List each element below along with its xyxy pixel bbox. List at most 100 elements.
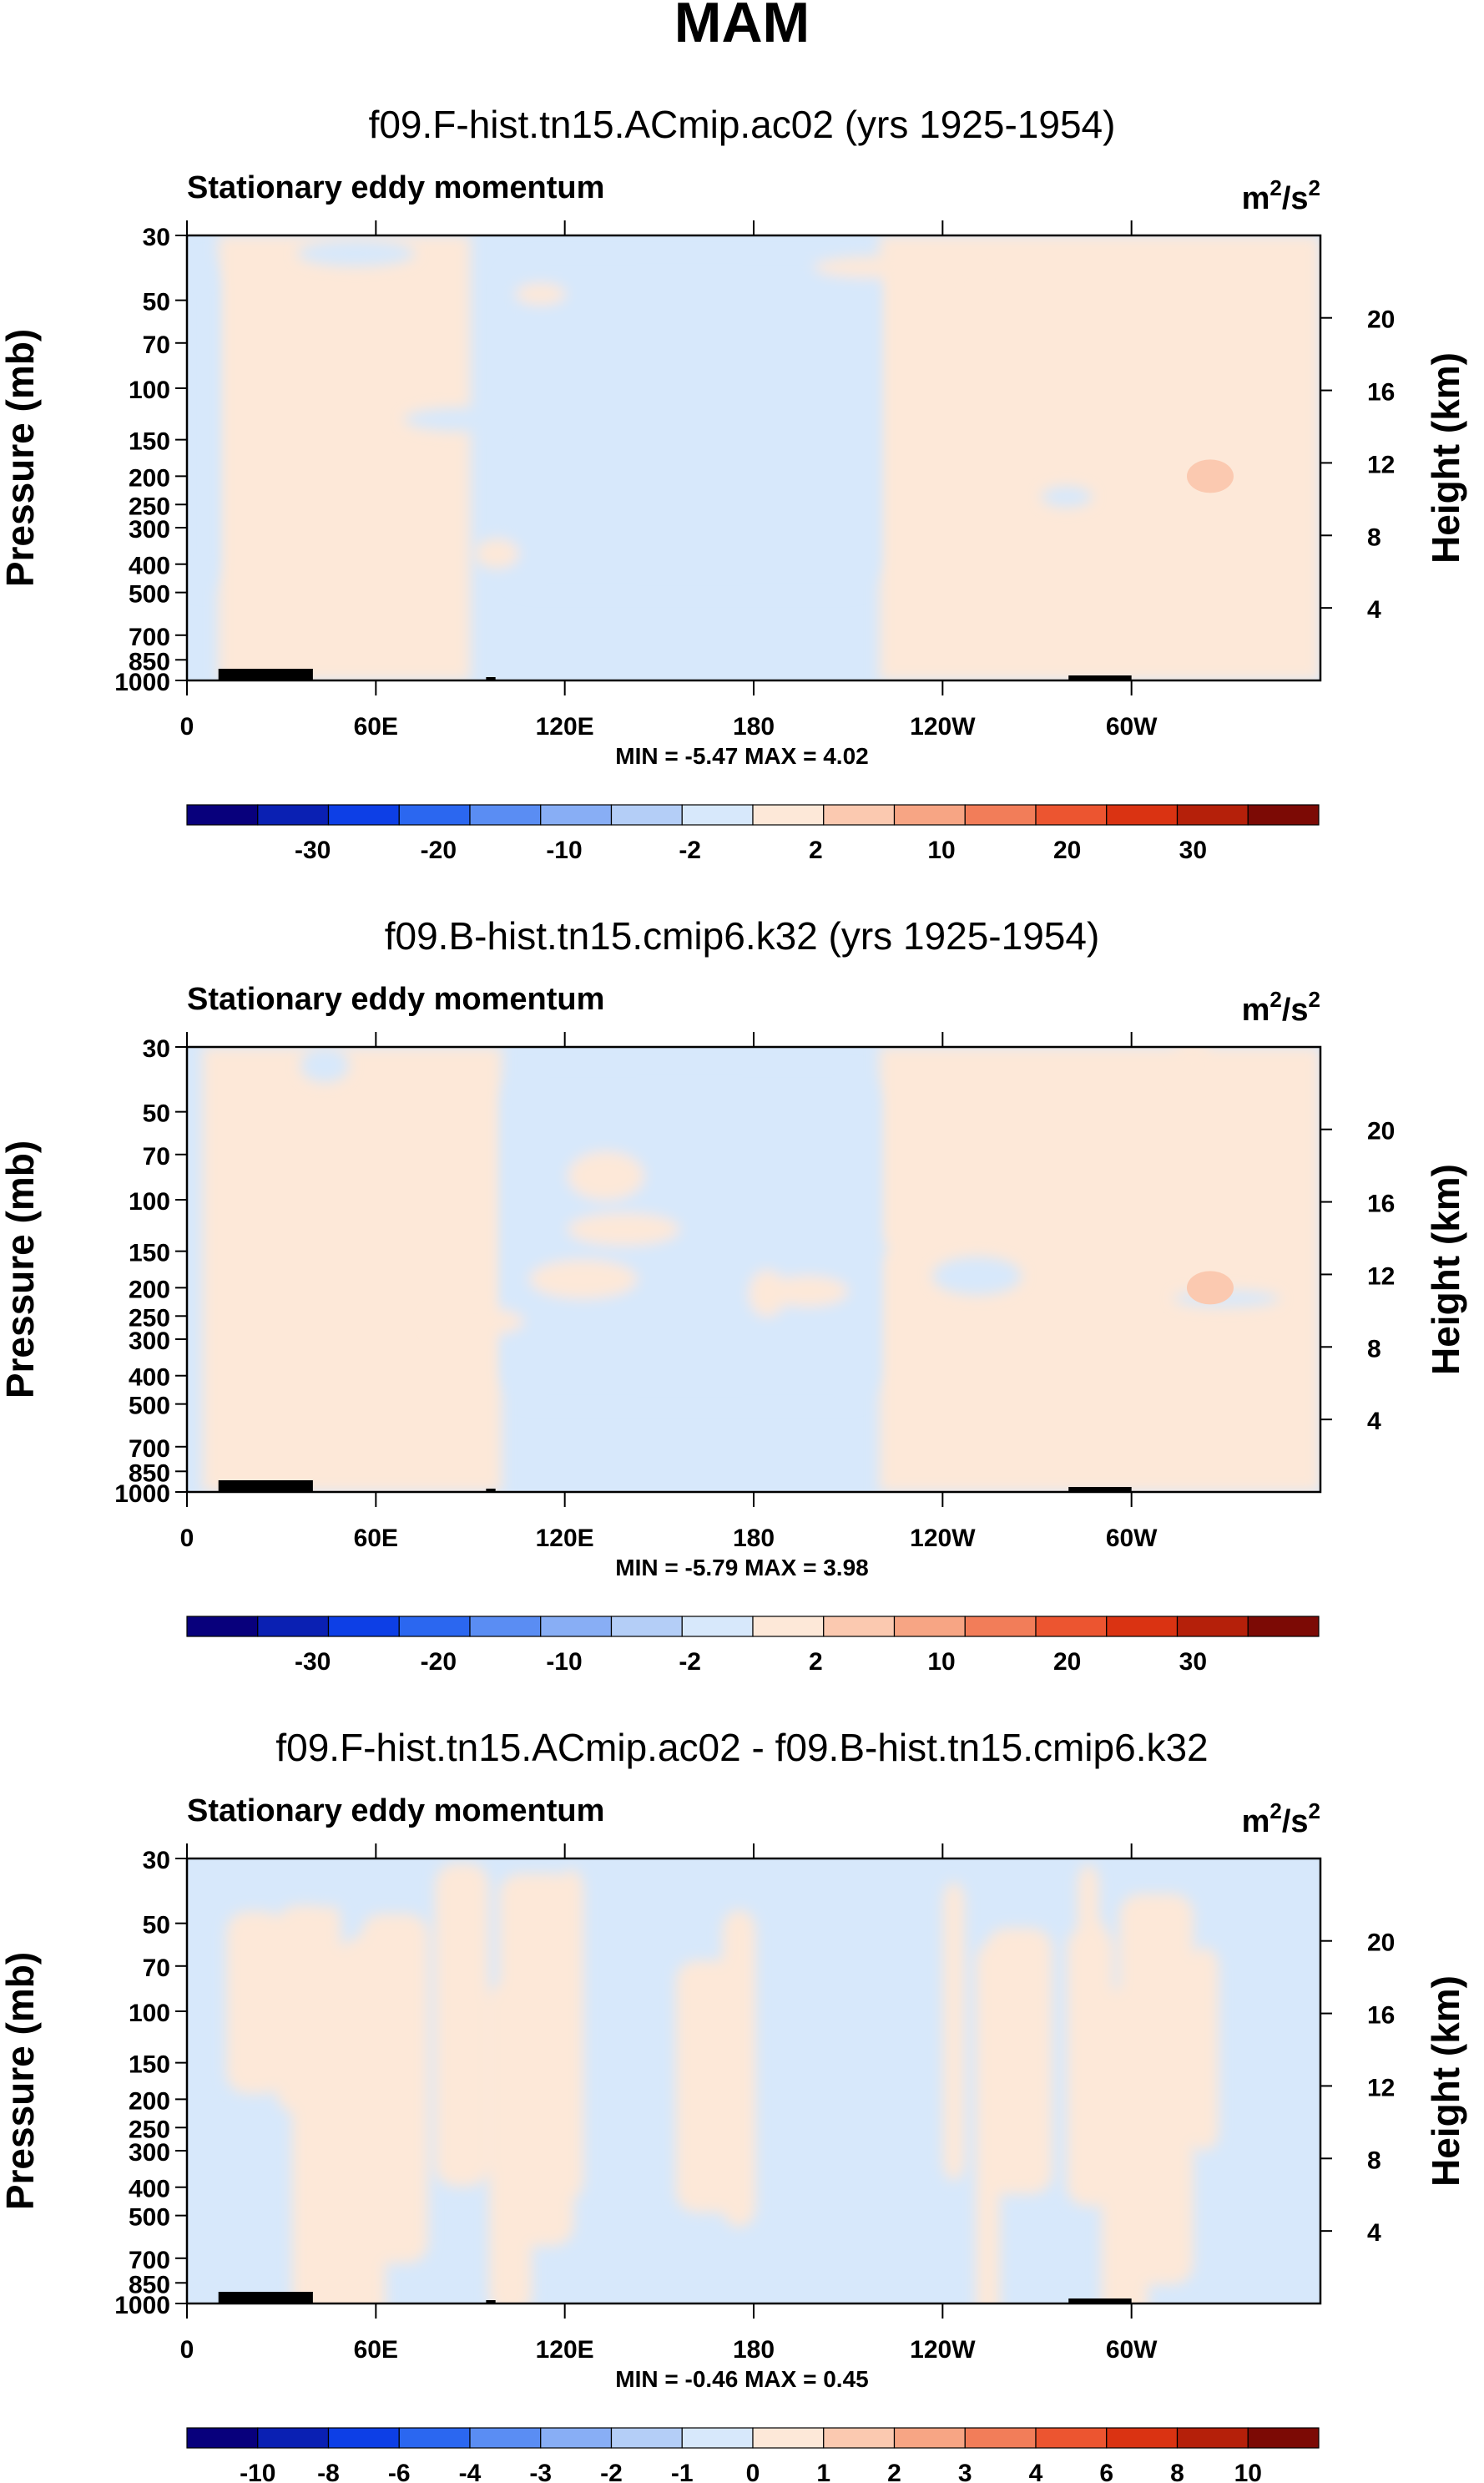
colorbar-swatch xyxy=(1106,1616,1179,1637)
terrain-block xyxy=(218,1480,313,1492)
pressure-tick-label: 400 xyxy=(129,553,170,580)
height-tick-label: 16 xyxy=(1367,2002,1395,2030)
positive-band xyxy=(1190,1947,1219,2152)
colorbar-label: -2 xyxy=(600,2460,623,2483)
lon-tick-label: 180 xyxy=(733,713,775,741)
height-tick-label: 16 xyxy=(1367,1191,1395,1218)
colorbar-swatch xyxy=(681,1616,754,1637)
colorbar-swatch xyxy=(1176,804,1249,826)
colorbar-label: 8 xyxy=(1170,2460,1184,2483)
terrain-block xyxy=(218,2292,313,2303)
field-patch xyxy=(768,1276,849,1307)
pressure-tick-label: 700 xyxy=(129,1435,170,1463)
positive-band xyxy=(1119,1894,1194,2285)
pressure-axis-label: Pressure (mb) xyxy=(0,329,42,587)
pressure-tick-label: 30 xyxy=(143,224,170,251)
field-patch xyxy=(300,1047,350,1083)
positive-region xyxy=(202,1047,502,1492)
colorbar-label: -2 xyxy=(679,1648,701,1676)
pressure-tick-label: 500 xyxy=(129,581,170,609)
lon-tick-label: 120W xyxy=(910,1525,976,1552)
lon-tick-label: 0 xyxy=(180,1525,194,1552)
colorbar-swatch xyxy=(257,2427,330,2449)
colorbar-swatch xyxy=(398,804,471,826)
lon-tick-label: 60E xyxy=(354,713,398,741)
pressure-tick-label: 850 xyxy=(129,648,170,675)
positive-band xyxy=(226,1911,284,2094)
positive-band xyxy=(1067,1926,1113,2207)
pressure-tick-label: 50 xyxy=(143,289,170,316)
colorbar-swatch xyxy=(610,804,683,826)
colorbar-swatch xyxy=(398,2427,471,2449)
positive-band xyxy=(341,1936,386,2303)
lon-tick-label: 120E xyxy=(536,713,594,741)
units-label: m2/s2 xyxy=(1242,1798,1320,1839)
pressure-tick-label: 70 xyxy=(143,331,170,359)
colorbar-swatch xyxy=(327,2427,400,2449)
height-tick-label: 12 xyxy=(1367,2074,1395,2101)
field xyxy=(187,1858,1320,2303)
terrain-block xyxy=(218,669,313,680)
field-patch xyxy=(513,311,615,331)
pressure-tick-label: 250 xyxy=(129,1304,170,1332)
colorbar-swatch xyxy=(1176,1616,1249,1637)
colorbar-swatch xyxy=(1176,2427,1249,2449)
positive-band xyxy=(986,1928,1052,2194)
field-patch xyxy=(515,283,567,306)
positive-regions xyxy=(226,1863,1219,2303)
pressure-tick-label: 500 xyxy=(129,2204,170,2232)
pressure-tick-label: 250 xyxy=(129,493,170,520)
lon-tick-label: 60W xyxy=(1106,713,1158,741)
height-tick-label: 8 xyxy=(1367,523,1381,551)
pressure-tick-label: 300 xyxy=(129,1327,170,1355)
height-tick-label: 4 xyxy=(1367,1408,1381,1435)
units-label: m2/s2 xyxy=(1242,175,1320,216)
colorbar-swatch xyxy=(752,2427,825,2449)
pressure-tick-label: 100 xyxy=(129,377,170,404)
colorbar-label: -3 xyxy=(529,2460,552,2483)
panel-2: f09.B-hist.tn15.cmip6.k32 (yrs 1925-1954… xyxy=(0,914,1467,1676)
pressure-tick-label: 30 xyxy=(143,1035,170,1063)
height-tick-label: 4 xyxy=(1367,2219,1381,2247)
lon-tick-label: 0 xyxy=(180,2336,194,2364)
lon-tick-label: 60E xyxy=(354,1525,398,1552)
terrain-block xyxy=(486,1489,496,1492)
field-patch xyxy=(651,448,716,479)
stats-label: MIN = -5.47 MAX = 4.02 xyxy=(615,743,868,769)
terrain xyxy=(218,2292,1132,2303)
colorbar-swatch xyxy=(540,804,613,826)
height-axis-label: Height (km) xyxy=(1424,1164,1467,1375)
positive-band xyxy=(722,1909,756,2228)
panel-title: f09.B-hist.tn15.cmip6.k32 (yrs 1925-1954… xyxy=(385,914,1100,958)
field-patch xyxy=(529,1259,638,1299)
positive-band xyxy=(943,1881,965,2182)
colorbar-label: -20 xyxy=(421,1648,457,1676)
colorbar: -30 -20 -10 -2 2 10 20 30 xyxy=(186,1616,1320,1676)
pressure-tick-label: 1000 xyxy=(114,1480,170,1508)
pressure-tick-label: 50 xyxy=(143,1100,170,1128)
colorbar-swatch xyxy=(823,1616,896,1637)
pressure-tick-label: 850 xyxy=(129,1459,170,1487)
field-patch xyxy=(297,240,416,267)
height-tick-label: 4 xyxy=(1367,596,1381,624)
colorbar-label: -10 xyxy=(546,1648,582,1676)
colorbar-swatch xyxy=(469,1616,542,1637)
colorbar-swatch xyxy=(1106,804,1179,826)
lon-tick-label: 0 xyxy=(180,713,194,741)
field-patch xyxy=(668,1207,777,1232)
colorbar-swatch xyxy=(964,2427,1037,2449)
pressure-tick-label: 850 xyxy=(129,2271,170,2298)
colorbar-label: 20 xyxy=(1053,837,1081,864)
pressure-tick-label: 250 xyxy=(129,2116,170,2143)
field-patch xyxy=(813,256,931,278)
pressure-tick-label: 200 xyxy=(129,464,170,492)
lon-tick-label: 60E xyxy=(354,2336,398,2364)
terrain-block xyxy=(1068,2298,1132,2303)
pressure-tick-label: 700 xyxy=(129,2247,170,2274)
colorbar-swatch xyxy=(893,804,966,826)
colorbar-swatch xyxy=(398,1616,471,1637)
height-axis-label: Height (km) xyxy=(1424,1975,1467,2187)
colorbar-label: 30 xyxy=(1179,1648,1207,1676)
panel-subtitle: Stationary eddy momentum xyxy=(187,170,604,205)
pressure-tick-label: 300 xyxy=(129,516,170,544)
